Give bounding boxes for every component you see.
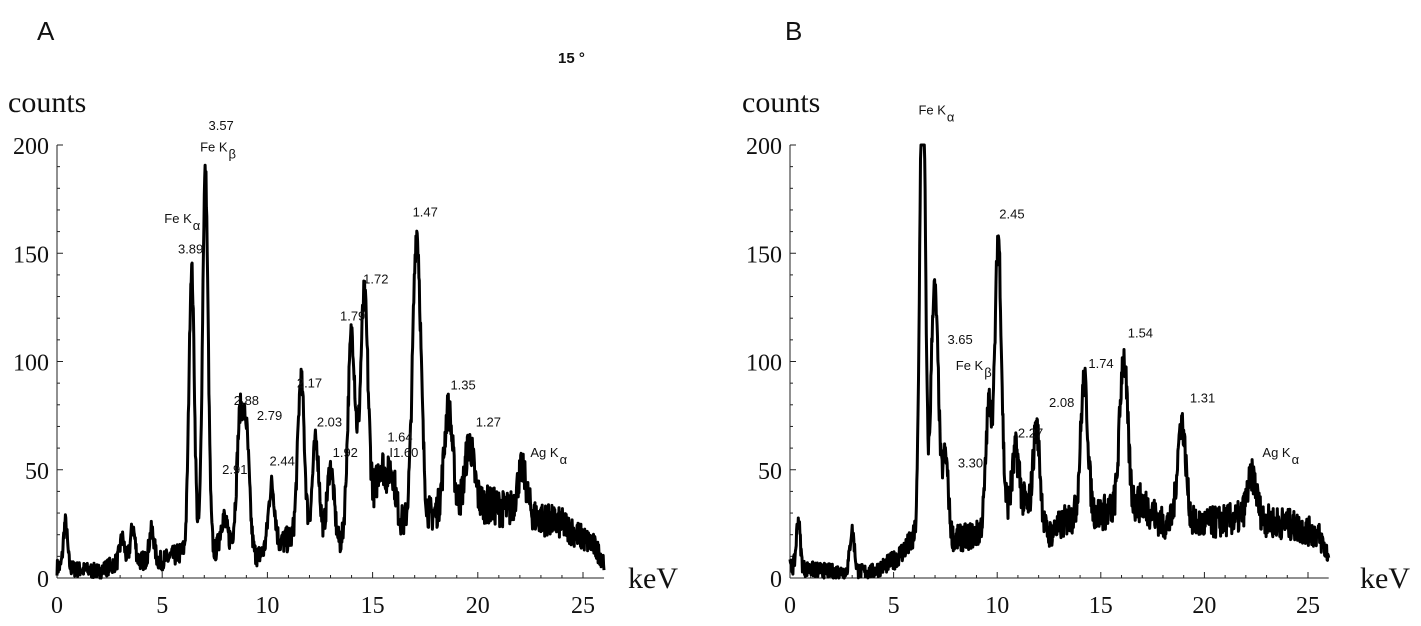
x-tick-label: 15 <box>361 593 385 619</box>
x-tick-label: 15 <box>1089 593 1113 619</box>
x-tick-label: 0 <box>51 593 63 619</box>
x-tick-label: 10 <box>255 593 279 619</box>
x-tick-label: 20 <box>466 593 490 619</box>
x-tick-label: 10 <box>985 593 1009 619</box>
spectrum-line <box>55 163 606 580</box>
peak-annotation: 2.44 <box>270 453 295 468</box>
x-tick-label: 20 <box>1192 593 1216 619</box>
x-axis-label: keV <box>628 562 678 595</box>
y-tick-label: 150 <box>746 242 782 268</box>
peak-annotation: 1.31 <box>1190 391 1215 406</box>
peak-annotation: Fe Kα <box>918 103 954 125</box>
x-tick-label: 25 <box>1296 593 1320 619</box>
y-tick-label: 150 <box>13 242 49 268</box>
peak-annotation: Ag Kα <box>1262 445 1299 467</box>
peak-annotation: 2.27 <box>1018 425 1043 440</box>
peak-annotation: 2.08 <box>1049 395 1074 410</box>
panel-label: B <box>785 16 802 46</box>
y-tick-label: 200 <box>13 134 49 160</box>
peak-annotation: 1.74 <box>1088 356 1113 371</box>
x-tick-label: 25 <box>571 593 595 619</box>
peak-annotation: 2.88 <box>234 393 259 408</box>
y-tick-label: 100 <box>746 351 782 377</box>
peak-annotation: Fe Kα <box>164 211 200 233</box>
peak-annotation: 3.30 <box>958 456 983 471</box>
angle-note: 15 ° <box>558 50 585 67</box>
peak-annotation: 1.54 <box>1128 326 1153 341</box>
peak-annotation: Fe Kβ <box>200 139 236 161</box>
y-tick-label: 50 <box>758 459 782 485</box>
peak-annotation: 1.64 <box>387 430 412 445</box>
panel-label: A <box>37 16 55 46</box>
y-axis-label: counts <box>8 86 86 119</box>
peak-annotation: 3.65 <box>947 332 972 347</box>
y-tick-label: 50 <box>25 459 49 485</box>
y-tick-label: 0 <box>37 567 49 593</box>
x-axis-label: keV <box>1360 562 1410 595</box>
peak-annotation: 1.27 <box>476 414 501 429</box>
x-tick-label: 0 <box>784 593 796 619</box>
x-tick-label: 5 <box>888 593 900 619</box>
x-tick-label: 5 <box>156 593 168 619</box>
peak-annotation: 1.72 <box>363 272 388 287</box>
y-tick-label: 0 <box>770 567 782 593</box>
y-tick-label: 100 <box>13 351 49 377</box>
peak-annotation: 2.45 <box>999 207 1024 222</box>
peak-annotation: 1.35 <box>450 378 475 393</box>
peak-annotation: 1.92 <box>333 445 358 460</box>
peak-annotation: 2.91 <box>222 462 247 477</box>
peak-annotation: I1.60 <box>389 445 418 460</box>
peak-annotation: 1.47 <box>413 204 438 219</box>
peak-annotation: 3.89 <box>178 241 203 256</box>
y-tick-label: 200 <box>746 134 782 160</box>
peak-annotation: 1.79 <box>340 308 365 323</box>
peak-annotation: Ag Kα <box>530 445 567 467</box>
peak-annotation: 3.57 <box>208 118 233 133</box>
spectrum-line <box>788 143 1331 580</box>
peak-annotation: 2.03 <box>317 414 342 429</box>
peak-annotation: 2.79 <box>257 408 282 423</box>
peak-annotation: 2.17 <box>297 375 322 390</box>
y-axis-label: counts <box>742 86 820 119</box>
peak-annotation: Fe Kβ <box>956 358 992 380</box>
